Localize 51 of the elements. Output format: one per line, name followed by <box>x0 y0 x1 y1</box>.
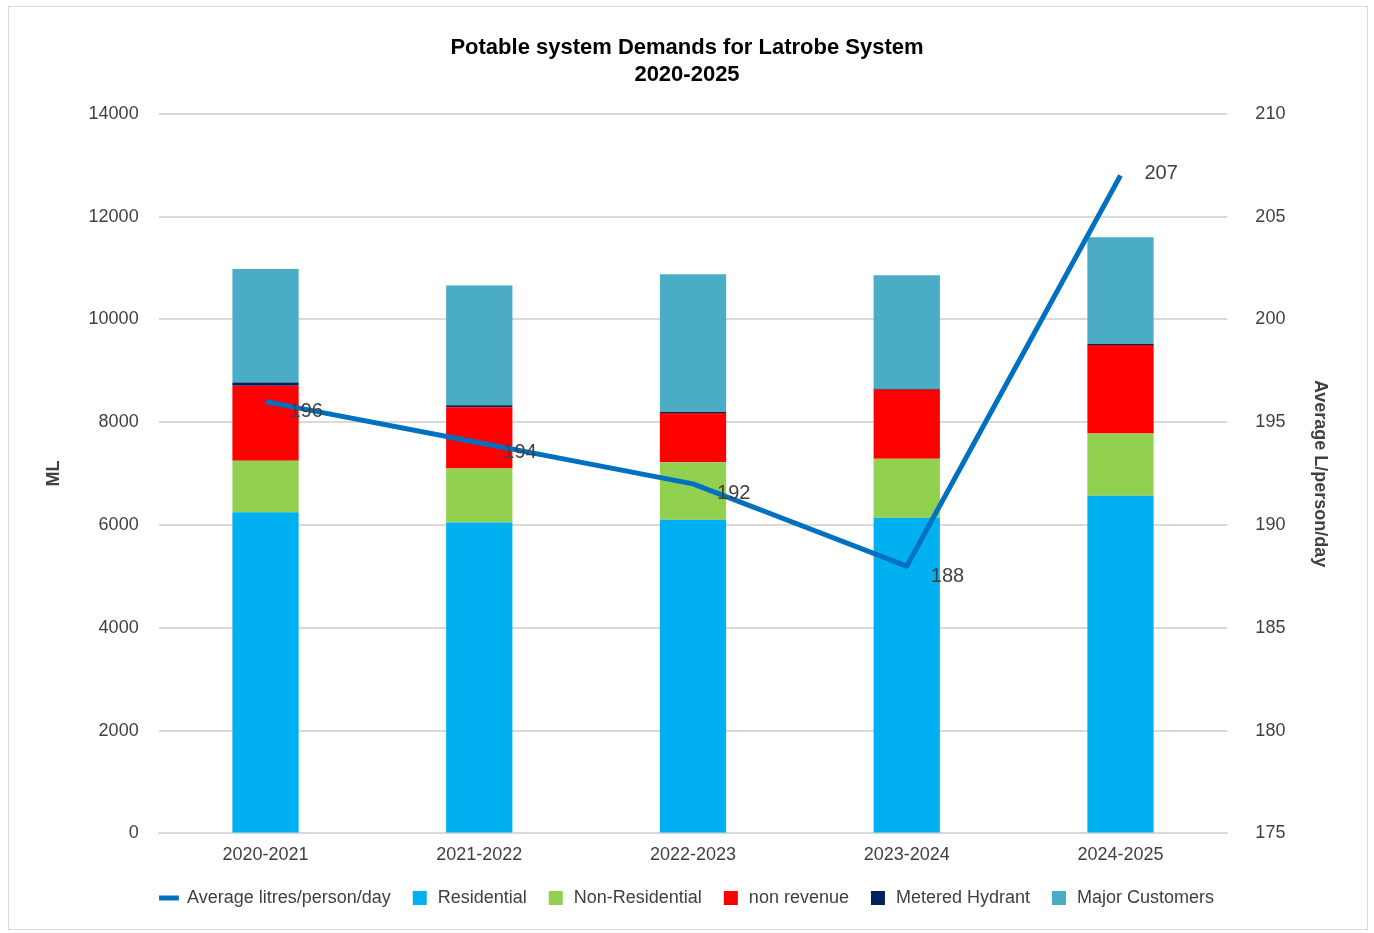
bar <box>659 412 727 463</box>
bar <box>1087 495 1154 833</box>
y-axis-title: ML <box>42 460 63 487</box>
y2-axis-title: Average L/person/day <box>1311 379 1332 568</box>
bar <box>232 269 299 383</box>
y2-tick-label: 195 <box>1255 411 1286 432</box>
x-tick-label: 2024-2025 <box>1077 844 1164 865</box>
bar <box>232 460 299 513</box>
y-tick-label: 10000 <box>88 308 139 329</box>
y2-tick-label: 210 <box>1255 102 1286 123</box>
bar <box>446 285 513 406</box>
bar <box>873 275 940 389</box>
bar <box>1087 345 1154 434</box>
bar <box>659 274 727 412</box>
y2-tick-label: 205 <box>1255 205 1286 226</box>
x-tick-label: 2020-2021 <box>222 844 309 865</box>
legend-label: Metered Hydrant <box>895 886 1031 907</box>
y2-tick-label: 175 <box>1255 822 1286 843</box>
bar <box>232 382 299 386</box>
bar <box>232 512 299 833</box>
legend-label: Residential <box>437 886 527 907</box>
legend-label: Non-Residential <box>573 886 702 907</box>
y-tick-label: 12000 <box>88 205 139 226</box>
bar <box>446 468 513 523</box>
bar <box>1087 237 1154 345</box>
data-label: 207 <box>1144 161 1178 183</box>
y-tick-label: 8000 <box>98 411 139 432</box>
x-tick-label: 2021-2022 <box>436 844 523 865</box>
bar <box>873 389 940 459</box>
bar <box>873 458 940 518</box>
legend-label: Major Customers <box>1077 886 1215 907</box>
y2-tick-label: 190 <box>1255 513 1286 534</box>
y-tick-label: 0 <box>128 822 139 843</box>
y2-tick-label: 180 <box>1255 719 1286 740</box>
x-tick-label: 2022-2023 <box>649 844 737 865</box>
bar <box>446 405 513 408</box>
y2-tick-label: 185 <box>1255 616 1286 637</box>
bar <box>659 519 727 833</box>
y-tick-label: 14000 <box>88 102 139 123</box>
x-tick-label: 2023-2024 <box>863 844 950 865</box>
y2-tick-label: 200 <box>1255 308 1286 329</box>
data-label: 194 <box>503 440 537 463</box>
y-tick-label: 2000 <box>98 719 139 740</box>
bar <box>446 522 513 833</box>
legend-label: non revenue <box>748 886 849 907</box>
legend-label: Average litres/person/day <box>186 886 391 907</box>
data-label: 196 <box>289 399 323 422</box>
bar <box>1087 433 1154 496</box>
y-tick-label: 6000 <box>98 513 139 534</box>
chart-title: Potable system Demands for Latrobe System 2020-2025 <box>450 34 924 86</box>
y-tick-label: 4000 <box>98 616 139 637</box>
